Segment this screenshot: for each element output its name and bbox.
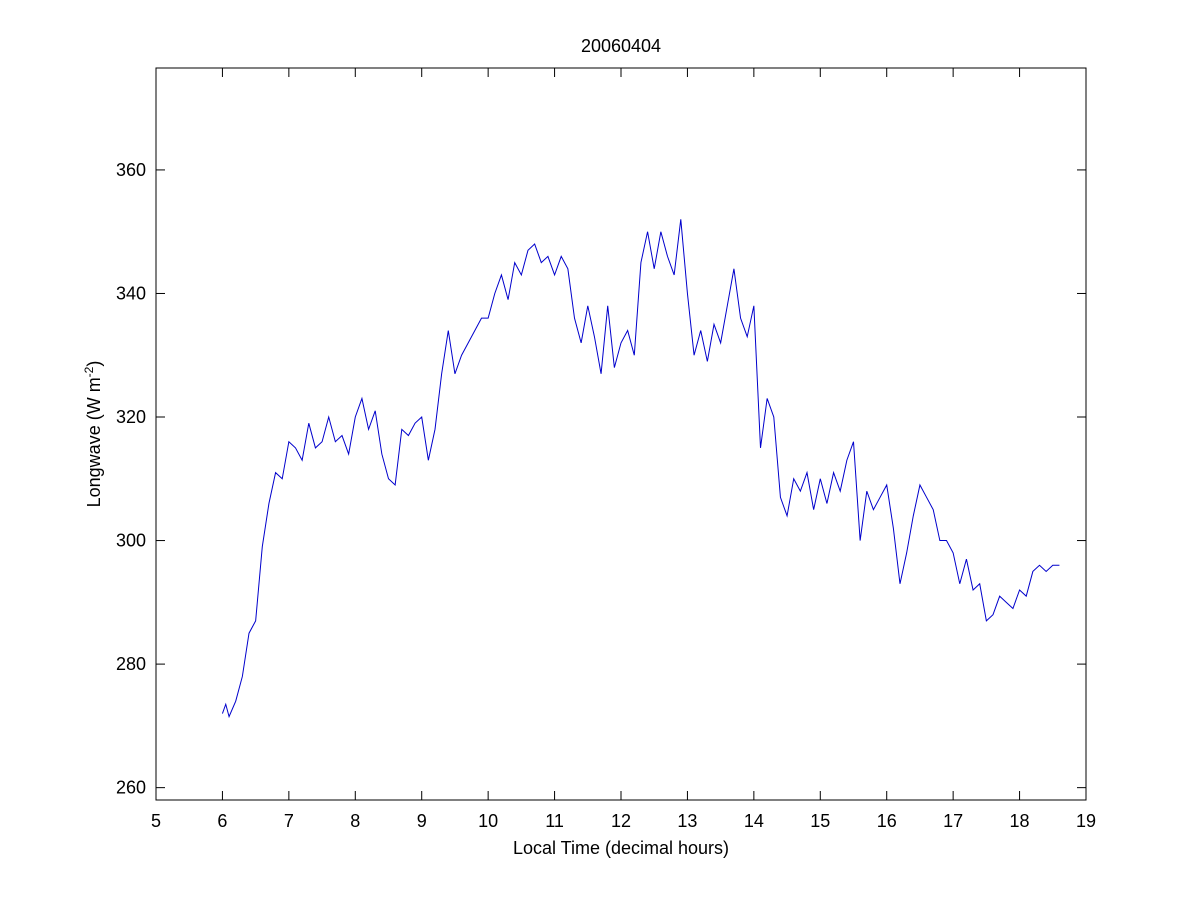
y-label-superscript: -2 xyxy=(82,366,96,377)
x-tick-label: 13 xyxy=(677,811,697,831)
y-tick-label: 360 xyxy=(116,160,146,180)
x-tick-label: 19 xyxy=(1076,811,1096,831)
chart-title: 20060404 xyxy=(581,36,661,56)
x-tick-label: 6 xyxy=(217,811,227,831)
y-tick-label: 280 xyxy=(116,654,146,674)
y-tick-label: 260 xyxy=(116,778,146,798)
x-tick-label: 14 xyxy=(744,811,764,831)
x-tick-label: 18 xyxy=(1010,811,1030,831)
x-tick-label: 5 xyxy=(151,811,161,831)
y-axis-label: Longwave (W m-2) xyxy=(82,361,104,508)
x-tick-label: 11 xyxy=(545,811,564,831)
y-tick-label: 340 xyxy=(116,283,146,303)
x-tick-label: 10 xyxy=(478,811,498,831)
y-tick-label: 320 xyxy=(116,407,146,427)
x-tick-label: 9 xyxy=(417,811,427,831)
x-tick-label: 16 xyxy=(877,811,897,831)
x-tick-label: 7 xyxy=(284,811,294,831)
x-axis-label: Local Time (decimal hours) xyxy=(513,838,729,858)
data-line xyxy=(221,219,1060,719)
x-tick-label: 15 xyxy=(810,811,830,831)
x-tick-label: 17 xyxy=(943,811,963,831)
y-label-suffix: ) xyxy=(84,361,104,367)
x-tick-label: 12 xyxy=(611,811,631,831)
y-tick-label: 300 xyxy=(116,531,146,551)
y-label-text: Longwave (W m xyxy=(84,377,104,507)
x-tick-label: 8 xyxy=(350,811,360,831)
